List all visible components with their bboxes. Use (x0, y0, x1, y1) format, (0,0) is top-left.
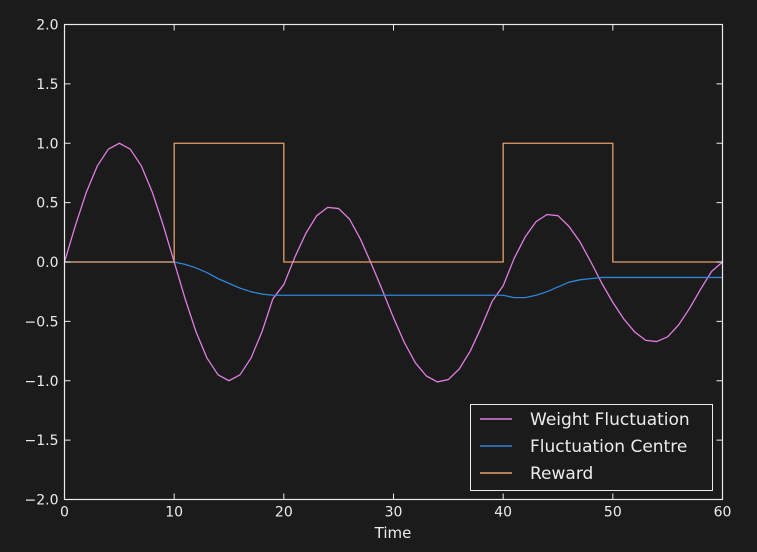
x-tick-label: 40 (494, 505, 512, 521)
x-tick-label: 30 (385, 505, 403, 521)
y-tick-label: 0.5 (36, 196, 58, 212)
series-line-fluctuation-centre (64, 261, 723, 299)
series-line-reward (64, 142, 723, 263)
legend: Weight Fluctuation Fluctuation Centre Rewa… (470, 404, 713, 491)
x-tick-label: 0 (60, 505, 69, 521)
legend-label-fluctuation-centre: Fluctuation Centre (530, 437, 687, 457)
x-tick-label: 50 (604, 505, 622, 521)
legend-label-reward: Reward (530, 464, 593, 484)
axis-ticks (64, 24, 723, 500)
y-tick-label: −1.5 (25, 433, 59, 449)
y-tick-label: 1.5 (36, 77, 58, 93)
y-tick-label: 1.0 (36, 136, 58, 152)
y-tick-label: 0.0 (36, 255, 58, 271)
y-tick-label: −2.0 (25, 493, 59, 509)
plot-lines (63, 142, 723, 383)
x-tick-label: 10 (165, 505, 183, 521)
x-tick-label: 60 (714, 505, 732, 521)
x-tick-label: 20 (275, 505, 293, 521)
axis-tick-labels: 0 10 20 30 40 50 60 2.0 1.5 1.0 0.5 0.0 −0.5 −1.0 −1.5… (25, 18, 732, 521)
y-tick-label: 2.0 (36, 18, 58, 34)
legend-label-weight-fluctuation: Weight Fluctuation (530, 410, 690, 430)
y-tick-label: −0.5 (25, 314, 59, 330)
y-tick-label: −1.0 (25, 374, 59, 390)
x-axis-label: Time (374, 524, 412, 542)
